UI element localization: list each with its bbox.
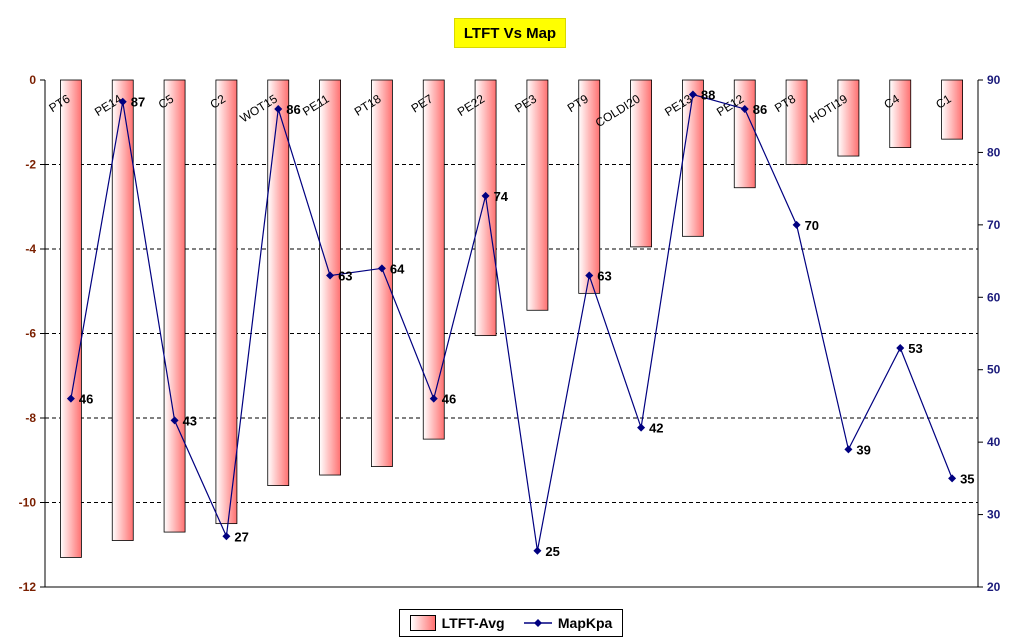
bar-pt6	[60, 79, 82, 558]
y-left-tick-label: -12	[19, 580, 37, 594]
mapkpa-point-coldi20	[637, 423, 646, 432]
mapkpa-value-label: 87	[131, 95, 145, 110]
mapkpa-point-pe22	[481, 191, 490, 200]
bar-series	[60, 79, 963, 558]
y-right-tick-label: 30	[987, 508, 1001, 522]
mapkpa-point-hoti19	[844, 445, 853, 454]
data-labels: 46 87 43 27 86 63 64 46 74 25 63 42 88 86 70 39 53 35	[79, 87, 975, 558]
y-right-tick-label: 40	[987, 435, 1001, 449]
mapkpa-value-label: 46	[442, 392, 456, 407]
mapkpa-value-label: 63	[597, 269, 611, 284]
mapkpa-value-label: 42	[649, 421, 663, 436]
legend-label-bar: LTFT-Avg	[441, 615, 505, 631]
bar-coldi20	[630, 79, 652, 248]
bar-pt8	[785, 79, 808, 165]
mapkpa-point-pe11	[326, 271, 335, 280]
mapkpa-line	[70, 93, 953, 551]
y-right-tick-label: 60	[987, 290, 1001, 304]
y-right-tick-label: 90	[987, 73, 1001, 87]
mapkpa-value-label: 46	[79, 392, 93, 407]
legend-item-bar: LTFT-Avg	[409, 615, 505, 631]
mapkpa-value-label: 25	[545, 544, 559, 559]
mapkpa-value-label: 43	[183, 413, 197, 428]
y-right-tick-label: 70	[987, 218, 1001, 232]
mapkpa-point-c2	[222, 532, 231, 541]
line-series	[66, 90, 957, 555]
mapkpa-value-label: 35	[960, 471, 974, 486]
bar-pt9	[578, 79, 601, 294]
mapkpa-point-pe13	[688, 90, 697, 99]
gridlines	[45, 164, 978, 503]
mapkpa-point-c1	[948, 474, 957, 483]
legend: LTFT-Avg MapKpa	[399, 609, 623, 637]
mapkpa-value-label: 74	[494, 189, 509, 204]
y-left-tick-label: -2	[25, 158, 36, 172]
y-right-tick-label: 50	[987, 363, 1001, 377]
bar-pt18	[371, 79, 393, 467]
mapkpa-point-pe14	[118, 97, 127, 106]
mapkpa-point-pt6	[66, 394, 75, 403]
mapkpa-value-label: 88	[701, 87, 715, 102]
legend-label-line: MapKpa	[557, 615, 613, 631]
y-left-tick-label: 0	[29, 73, 36, 87]
mapkpa-point-pe7	[429, 394, 438, 403]
y-right-tick-label: 80	[987, 145, 1001, 159]
mapkpa-point-pe12	[740, 104, 749, 113]
y-left-tick-label: -10	[19, 496, 37, 510]
axes: 0 -2 -4 -6 -8 -10 -12 90 80 70 60 50 40 30 20	[19, 73, 1001, 594]
bar-hoti19	[837, 79, 860, 157]
bar-c2	[215, 79, 238, 525]
mapkpa-value-label: 39	[856, 442, 870, 457]
mapkpa-value-label: 86	[286, 102, 300, 117]
legend-swatch-bar	[409, 615, 436, 631]
mapkpa-value-label: 53	[908, 341, 922, 356]
chart-title: LTFT Vs Map	[454, 18, 566, 48]
legend-swatch-line	[523, 619, 552, 627]
mapkpa-point-pt9	[585, 271, 594, 280]
y-left-tick-label: -4	[25, 242, 36, 256]
mapkpa-point-pt18	[377, 264, 386, 273]
mapkpa-point-c5	[170, 416, 179, 425]
mapkpa-value-label: 70	[805, 218, 819, 233]
mapkpa-point-wot15	[274, 104, 283, 113]
y-left-tick-label: -8	[25, 411, 36, 425]
mapkpa-value-label: 63	[338, 269, 352, 284]
mapkpa-value-label: 27	[234, 529, 248, 544]
legend-item-line: MapKpa	[523, 615, 613, 631]
bar-wot15	[267, 79, 290, 487]
bar-c5	[163, 79, 186, 533]
bar-c1	[941, 79, 963, 140]
mapkpa-value-label: 64	[390, 261, 405, 276]
bar-pe3	[526, 79, 549, 311]
bar-pe7	[422, 79, 445, 440]
mapkpa-point-pt8	[792, 220, 801, 229]
mapkpa-point-pe3	[533, 546, 542, 555]
bar-c4	[889, 79, 912, 148]
bar-pe14	[111, 79, 134, 541]
mapkpa-point-c4	[896, 343, 905, 352]
mapkpa-value-label: 86	[753, 102, 767, 117]
y-left-tick-label: -6	[25, 327, 36, 341]
bar-pe22	[474, 79, 497, 337]
y-right-tick-label: 20	[987, 580, 1001, 594]
